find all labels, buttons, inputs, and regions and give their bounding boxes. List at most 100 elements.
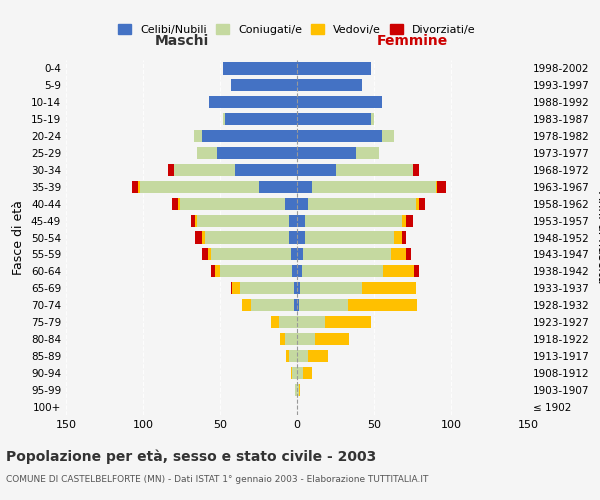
Bar [180, 198, 284, 210]
Bar [297, 265, 302, 278]
Bar [220, 265, 292, 278]
Bar [211, 248, 291, 260]
Bar [294, 299, 297, 311]
Bar [235, 164, 297, 176]
Bar [202, 130, 297, 142]
Bar [297, 248, 303, 260]
Bar [297, 62, 371, 74]
Bar [284, 333, 297, 345]
Bar [223, 62, 297, 74]
Bar [308, 350, 328, 362]
Bar [197, 147, 217, 159]
Bar [297, 333, 316, 345]
Bar [294, 282, 297, 294]
Y-axis label: Fasce di età: Fasce di età [13, 200, 25, 275]
Bar [132, 180, 139, 193]
Bar [297, 164, 335, 176]
Bar [383, 265, 414, 278]
Bar [251, 299, 294, 311]
Bar [297, 113, 371, 126]
Bar [286, 350, 289, 362]
Bar [413, 164, 419, 176]
Bar [297, 232, 305, 243]
Bar [174, 164, 235, 176]
Bar [297, 282, 300, 294]
Bar [197, 214, 289, 226]
Bar [406, 214, 413, 226]
Bar [335, 164, 413, 176]
Bar [348, 299, 417, 311]
Text: Femmine: Femmine [377, 34, 448, 48]
Bar [292, 366, 297, 379]
Bar [259, 180, 297, 193]
Bar [308, 198, 416, 210]
Bar [231, 282, 232, 294]
Bar [202, 232, 205, 243]
Bar [178, 198, 180, 210]
Bar [402, 232, 406, 243]
Bar [419, 198, 425, 210]
Bar [291, 248, 297, 260]
Y-axis label: Anni di nascita: Anni di nascita [595, 191, 600, 284]
Bar [196, 232, 202, 243]
Bar [289, 232, 297, 243]
Bar [437, 180, 446, 193]
Bar [242, 299, 251, 311]
Bar [224, 113, 297, 126]
Bar [194, 130, 202, 142]
Bar [414, 265, 419, 278]
Bar [271, 316, 278, 328]
Bar [316, 333, 349, 345]
Bar [209, 96, 297, 108]
Bar [325, 316, 371, 328]
Bar [278, 316, 297, 328]
Bar [362, 282, 416, 294]
Bar [211, 265, 215, 278]
Bar [382, 130, 394, 142]
Bar [208, 248, 211, 260]
Bar [223, 113, 224, 126]
Bar [289, 214, 297, 226]
Bar [297, 96, 382, 108]
Bar [215, 265, 220, 278]
Bar [289, 350, 297, 362]
Bar [305, 232, 394, 243]
Bar [297, 130, 382, 142]
Bar [172, 198, 178, 210]
Bar [297, 180, 313, 193]
Bar [291, 366, 292, 379]
Bar [231, 80, 297, 92]
Bar [167, 164, 174, 176]
Bar [313, 180, 436, 193]
Bar [232, 282, 240, 294]
Bar [284, 198, 297, 210]
Bar [297, 350, 308, 362]
Bar [297, 384, 299, 396]
Bar [302, 265, 383, 278]
Bar [303, 366, 313, 379]
Bar [391, 248, 406, 260]
Bar [191, 214, 196, 226]
Bar [299, 299, 348, 311]
Bar [356, 147, 379, 159]
Bar [202, 248, 208, 260]
Bar [295, 384, 297, 396]
Bar [371, 113, 374, 126]
Text: Maschi: Maschi [154, 34, 209, 48]
Text: COMUNE DI CASTELBELFORTE (MN) - Dati ISTAT 1° gennaio 2003 - Elaborazione TUTTIT: COMUNE DI CASTELBELFORTE (MN) - Dati IST… [6, 475, 428, 484]
Bar [205, 232, 289, 243]
Bar [280, 333, 284, 345]
Bar [394, 232, 402, 243]
Bar [297, 214, 305, 226]
Bar [292, 265, 297, 278]
Bar [297, 147, 356, 159]
Bar [240, 282, 294, 294]
Bar [402, 214, 406, 226]
Bar [139, 180, 140, 193]
Bar [303, 248, 391, 260]
Bar [297, 299, 299, 311]
Bar [416, 198, 419, 210]
Bar [436, 180, 437, 193]
Bar [297, 198, 308, 210]
Bar [299, 384, 300, 396]
